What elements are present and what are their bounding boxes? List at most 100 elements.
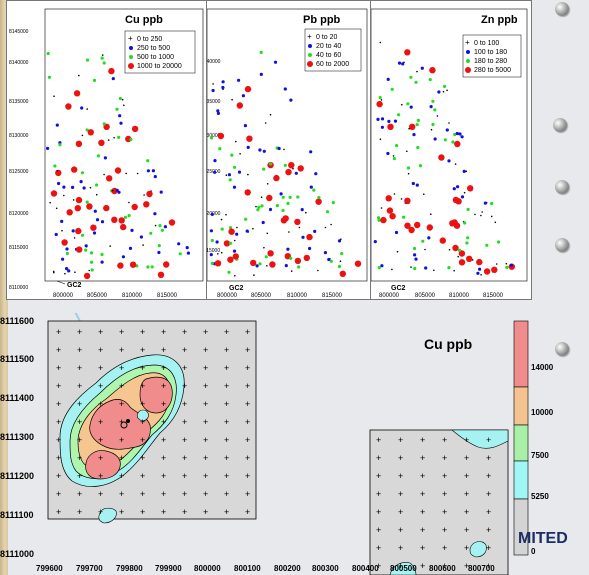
sample-point (257, 205, 261, 209)
grid-sample-marker: + (161, 489, 166, 499)
sample-point (178, 252, 182, 256)
y-tick: 8140000 (207, 59, 221, 65)
sample-point (424, 266, 428, 270)
grid-sample-marker: + (98, 471, 103, 481)
sample-point (456, 185, 460, 189)
grid-sample-marker: + (464, 471, 469, 481)
sample-point (55, 123, 59, 127)
grid-sample-marker: + (464, 453, 469, 463)
grid-sample-marker: + (77, 399, 82, 409)
sample-point (117, 262, 124, 269)
x-tick: 800700 (468, 564, 495, 573)
sample-point (379, 138, 382, 140)
sample-point (53, 95, 55, 97)
sample-point (82, 186, 86, 190)
sample-point (130, 228, 134, 232)
sample-point (379, 41, 382, 44)
grid-sample-marker: + (245, 453, 250, 463)
sample-point (131, 125, 139, 133)
grid-sample-marker: + (203, 471, 208, 481)
grid-sample-marker: + (245, 435, 250, 445)
sample-point (416, 70, 418, 73)
sample-point (55, 207, 58, 210)
sample-point (420, 66, 424, 70)
grid-sample-marker: + (376, 543, 381, 553)
grid-sample-marker: + (420, 471, 425, 481)
sample-point (490, 201, 494, 206)
sample-point (260, 204, 264, 208)
grid-sample-marker: + (442, 471, 447, 481)
sample-point (377, 216, 381, 220)
sample-point (127, 214, 131, 218)
sample-point (55, 169, 62, 177)
grid-sample-marker: + (56, 363, 61, 373)
grid-sample-marker: + (119, 327, 124, 337)
sample-point (177, 242, 181, 246)
grid-sample-marker: + (398, 453, 403, 463)
grid-sample-marker: + (203, 363, 208, 373)
sample-point (237, 78, 241, 82)
grid-sample-marker: + (398, 435, 403, 445)
sample-point (387, 123, 394, 130)
grid-sample-marker: + (161, 417, 166, 427)
sample-point (264, 255, 268, 259)
sample-point (153, 212, 157, 216)
sample-point (259, 72, 263, 76)
sample-point (430, 213, 432, 215)
sample-point (92, 231, 97, 235)
y-tick: 8111500 (0, 354, 34, 364)
sample-point (415, 183, 419, 187)
sample-point (221, 80, 225, 84)
sample-point (74, 271, 76, 274)
sample-point (266, 232, 269, 235)
grid-sample-marker: + (161, 453, 166, 463)
sample-point (258, 262, 262, 266)
sample-point (75, 196, 83, 204)
sample-point (160, 228, 164, 232)
sample-point (61, 239, 68, 246)
sample-point (446, 89, 448, 92)
sample-point (354, 260, 362, 267)
sample-point (228, 226, 233, 230)
sample-point (315, 198, 322, 205)
sample-point (149, 231, 153, 235)
grid-sample-marker: + (98, 453, 103, 463)
sample-point (433, 137, 437, 141)
sample-point (233, 239, 236, 242)
sample-point (53, 271, 55, 274)
sample-point (449, 220, 456, 227)
sample-point (458, 259, 466, 266)
sample-point (84, 244, 88, 248)
sample-point (409, 105, 413, 109)
x-tick: 800400 (352, 564, 379, 573)
grid-sample-marker: + (98, 417, 103, 427)
sample-point (131, 203, 138, 211)
sample-point (244, 217, 248, 221)
sample-point (433, 269, 435, 272)
sample-point (393, 193, 396, 195)
grid-sample-marker: + (56, 471, 61, 481)
sample-point (214, 260, 222, 267)
x-tick: 810000 (122, 293, 143, 299)
sample-point (288, 231, 290, 233)
sample-point (252, 227, 254, 230)
sample-point (281, 195, 285, 199)
sample-point (406, 166, 411, 170)
sample-point (227, 173, 231, 177)
grid-sample-marker: + (464, 561, 469, 571)
sample-point (428, 78, 432, 82)
y-axis-ticks: 8145000 8140000 8135000 8130000 8125000 … (9, 29, 29, 291)
grid-sample-marker: + (245, 345, 250, 355)
sample-point (443, 84, 447, 88)
bullet-icon (555, 342, 569, 356)
sample-point (453, 222, 461, 229)
sample-point (263, 246, 265, 249)
sample-point (491, 266, 498, 273)
panel-title: Pb ppb (303, 14, 341, 26)
sample-point (78, 74, 80, 77)
grid-sample-marker: + (224, 507, 229, 517)
grid-sample-marker: + (77, 507, 82, 517)
sample-point (81, 134, 84, 137)
grid-sample-marker: + (98, 381, 103, 391)
sample-point (235, 232, 239, 236)
